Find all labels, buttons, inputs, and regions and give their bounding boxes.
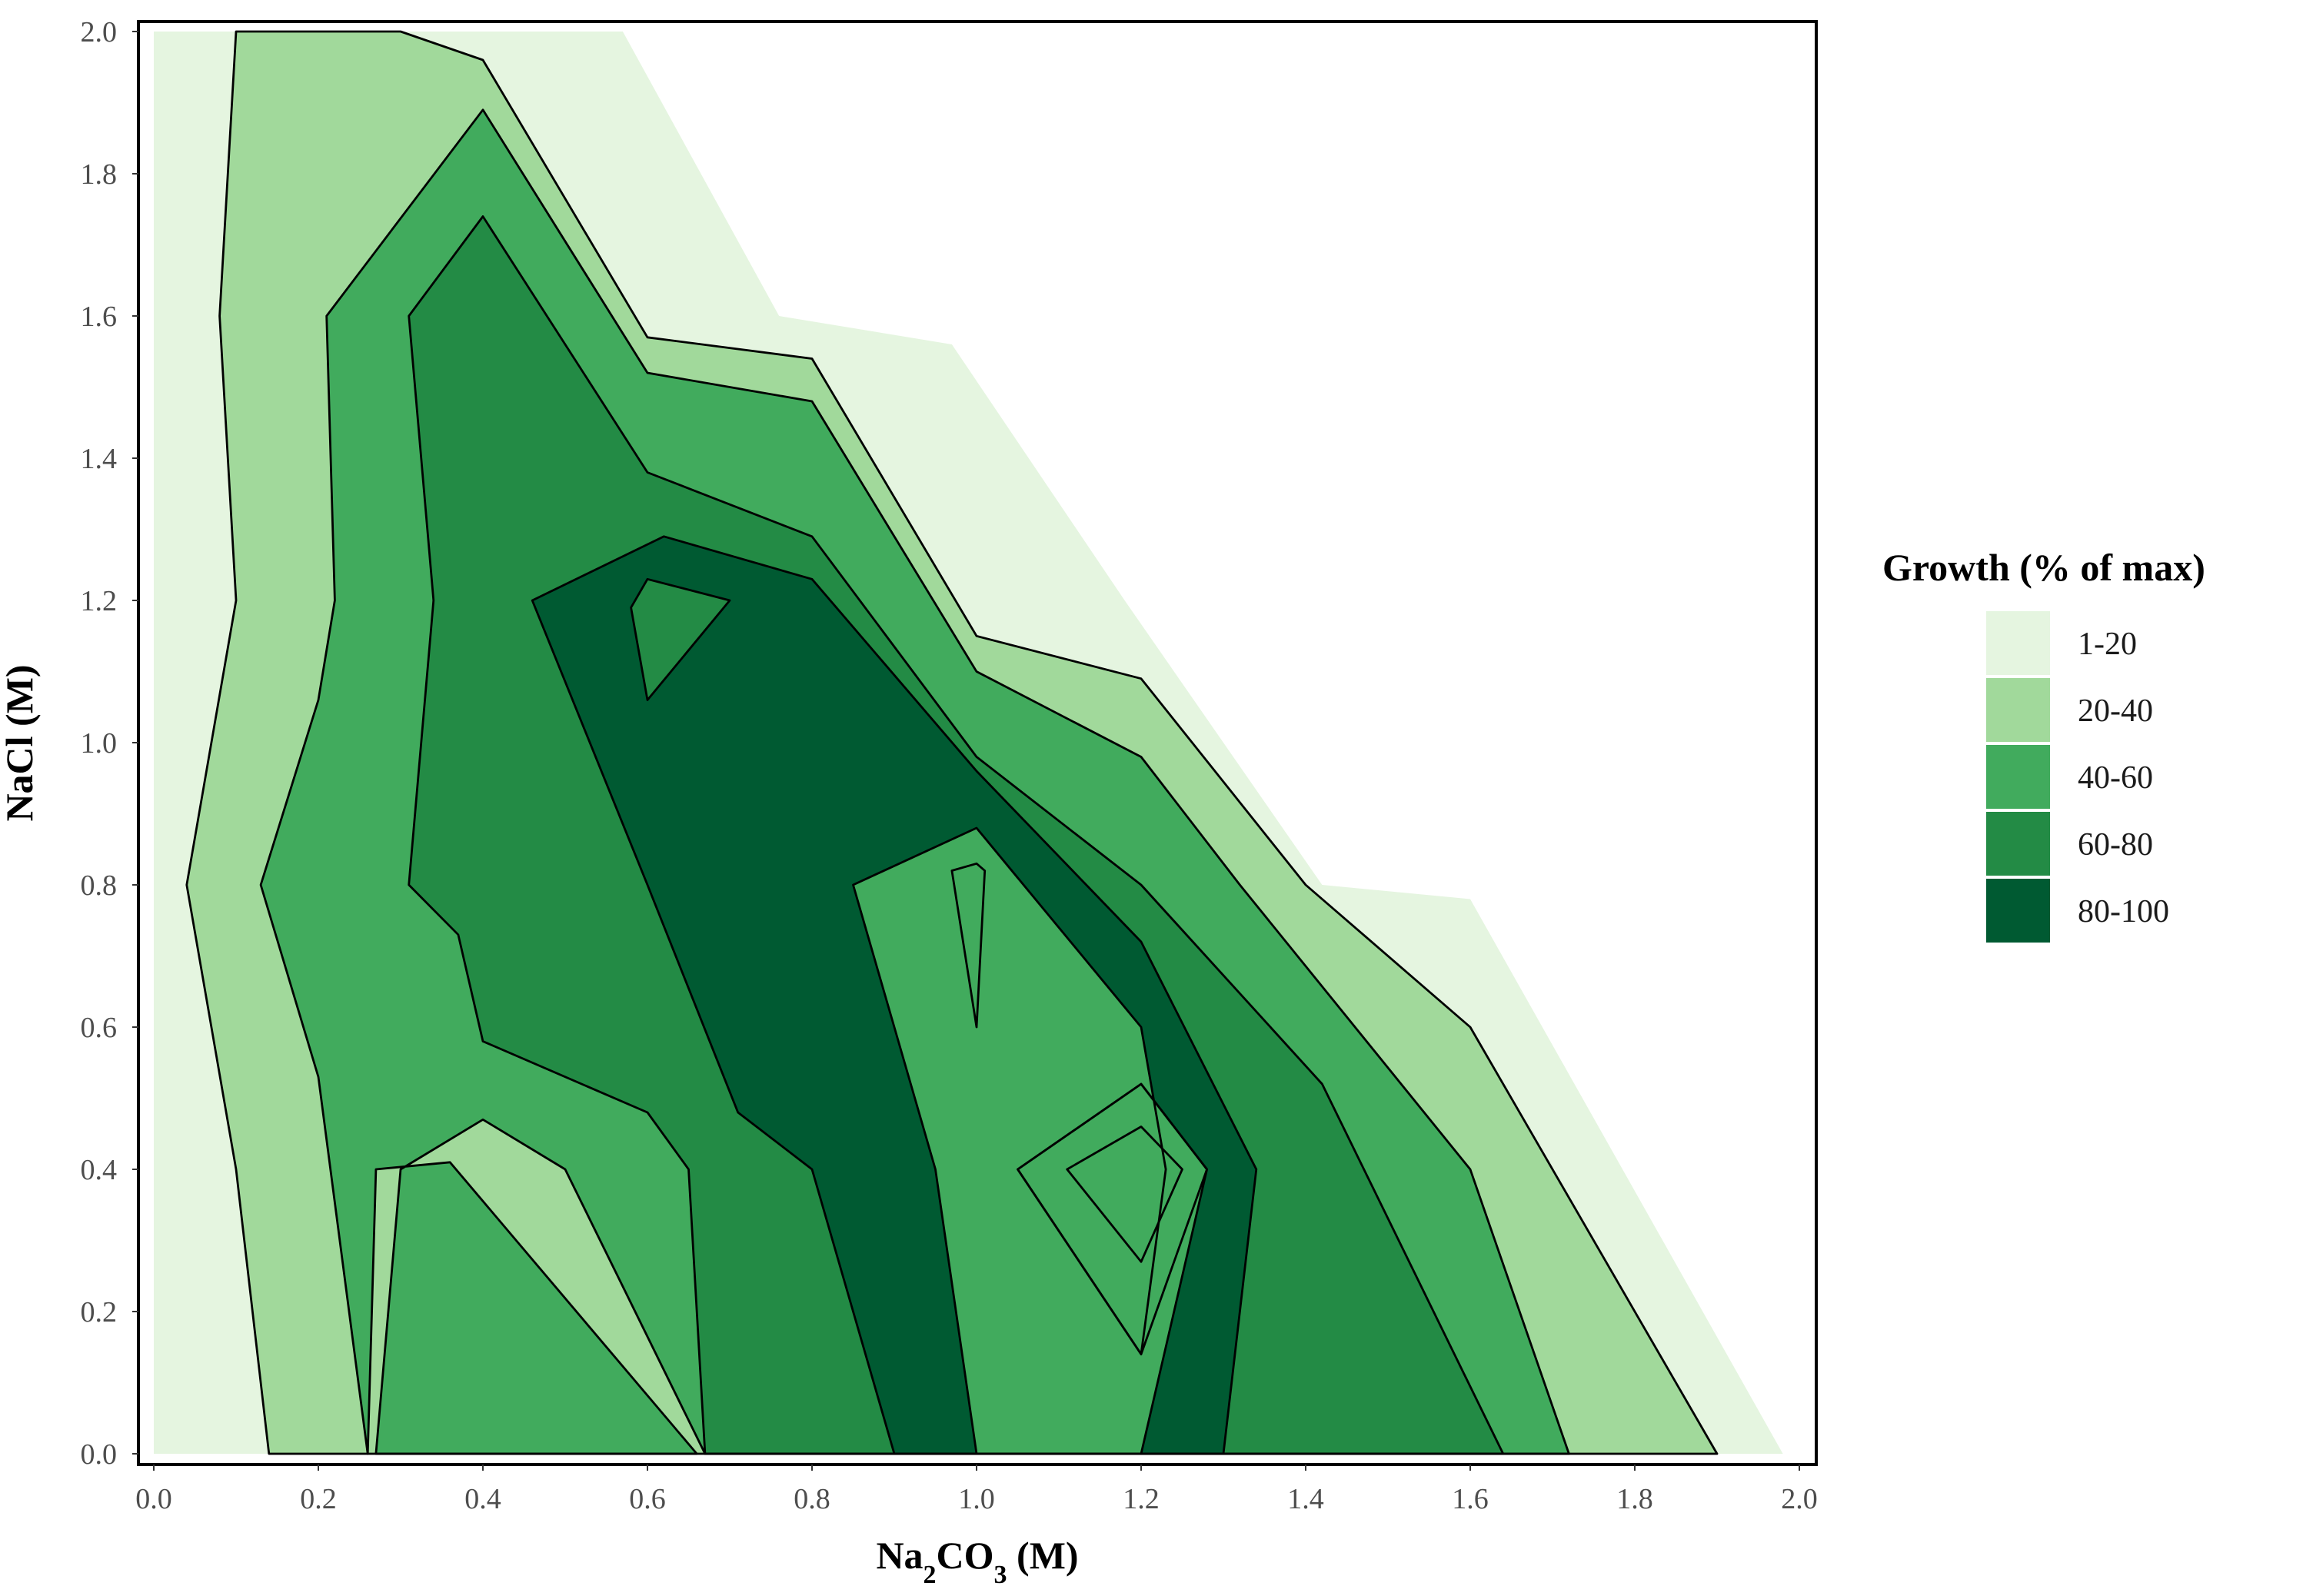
legend-swatch-80-100 [1986, 879, 2050, 943]
contour-line-80-100-0 [531, 535, 1258, 1455]
legend-label-80-100: 80-100 [2078, 894, 2169, 929]
x-tick-label: 1.8 [1616, 1483, 1653, 1515]
x-tick-label: 0.2 [300, 1483, 337, 1515]
y-tick-label: 0.4 [81, 1154, 118, 1186]
x-tick-label: 1.6 [1452, 1483, 1489, 1515]
x-tick-label: 0.6 [629, 1483, 666, 1515]
y-tick-label: 1.2 [81, 585, 118, 617]
contour-bands [154, 32, 1783, 1454]
x-tick-label: 0.4 [464, 1483, 501, 1515]
x-axis-title-part: 2 [924, 1561, 937, 1589]
y-axis-title: NaCl (M) [0, 664, 41, 821]
contour-line-20-40-0 [185, 30, 1719, 1455]
y-tick-label: 1.4 [81, 443, 118, 475]
x-axis-title-part: (M) [1007, 1534, 1079, 1577]
y-tick-label: 0.6 [81, 1012, 118, 1044]
x-tick-label: 1.4 [1287, 1483, 1324, 1515]
core-line-80-100-2 [1066, 1126, 1183, 1263]
legend-title: Growth (% of max) [1882, 546, 2205, 589]
legend-swatch-1-20 [1986, 611, 2050, 675]
core-region-60-80-0 [631, 579, 730, 700]
x-tick-label: 1.2 [1123, 1483, 1160, 1515]
y-tick-label: 1.8 [81, 158, 118, 191]
legend-label-40-60: 40-60 [2078, 760, 2153, 796]
y-tick-label: 0.2 [81, 1296, 118, 1328]
legend-swatch-60-80 [1986, 812, 2050, 876]
y-tick-label: 2.0 [81, 16, 118, 48]
x-axis-title-part: Na [876, 1534, 923, 1577]
x-tick-label: 1.0 [958, 1483, 995, 1515]
y-tick-label: 1.0 [81, 727, 118, 760]
x-tick-label: 0.8 [794, 1483, 830, 1515]
y-tick-label: 1.6 [81, 301, 118, 333]
x-axis-title-part: 3 [994, 1561, 1007, 1589]
x-tick-label: 2.0 [1781, 1483, 1818, 1515]
legend: Growth (% of max) 1-20 20-40 40-60 60-80 80-… [1882, 546, 2205, 943]
y-axis-ticks: 0.0 0.2 0.4 0.6 0.8 1.0 1.2 1.4 1.6 1.8 2.0 [81, 16, 138, 1471]
core-line-80-100-0 [950, 862, 987, 1029]
legend-label-20-40: 20-40 [2078, 693, 2153, 729]
legend-swatch-20-40 [1986, 678, 2050, 742]
legend-swatch-40-60 [1986, 745, 2050, 809]
core-line-60-80-0 [630, 577, 731, 701]
y-tick-label: 0.8 [81, 869, 118, 902]
legend-label-60-80: 60-80 [2078, 827, 2153, 863]
y-tick-label: 0.0 [81, 1438, 118, 1471]
x-tick-label: 0.0 [135, 1483, 172, 1515]
contour-lines [185, 30, 1719, 1455]
core-line-40-60-0 [852, 826, 1208, 1455]
contour-line-60-80-0 [408, 215, 1505, 1455]
core-region-40-60-0 [853, 828, 1207, 1454]
x-axis-title-part: CO [937, 1534, 994, 1577]
x-axis-ticks: 0.0 0.2 0.4 0.6 0.8 1.0 1.2 1.4 1.6 1.8 2.0 [135, 1465, 1818, 1515]
legend-label-1-20: 1-20 [2078, 627, 2137, 662]
x-axis-title: Na2CO3 (M) [876, 1534, 1078, 1589]
legend-items: 1-20 20-40 40-60 60-80 80-100 [1986, 611, 2169, 943]
contour-line-40-60-0 [259, 108, 1570, 1455]
